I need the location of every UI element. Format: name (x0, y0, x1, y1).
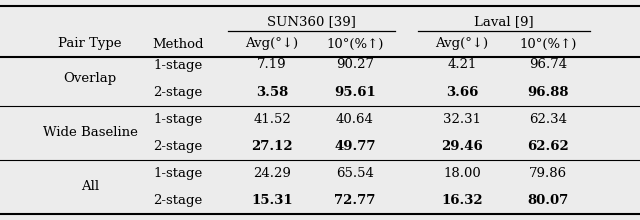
Text: 96.88: 96.88 (527, 86, 569, 99)
Text: Avg(°↓): Avg(°↓) (245, 37, 299, 51)
Text: 16.32: 16.32 (441, 194, 483, 207)
Text: Avg(°↓): Avg(°↓) (435, 37, 488, 51)
Text: 32.31: 32.31 (443, 112, 481, 125)
Text: 62.34: 62.34 (529, 112, 567, 125)
Text: 10°(%↑): 10°(%↑) (519, 37, 577, 51)
Text: 79.86: 79.86 (529, 167, 567, 180)
Text: 2-stage: 2-stage (154, 194, 203, 207)
Text: 2-stage: 2-stage (154, 86, 203, 99)
Text: 49.77: 49.77 (334, 139, 376, 152)
Text: 40.64: 40.64 (336, 112, 374, 125)
Text: 41.52: 41.52 (253, 112, 291, 125)
Text: 18.00: 18.00 (443, 167, 481, 180)
Text: 96.74: 96.74 (529, 59, 567, 72)
Text: All: All (81, 180, 99, 193)
Text: Overlap: Overlap (63, 72, 116, 85)
Text: 72.77: 72.77 (334, 194, 376, 207)
Text: 10°(%↑): 10°(%↑) (326, 37, 384, 51)
Text: 24.29: 24.29 (253, 167, 291, 180)
Text: 1-stage: 1-stage (154, 112, 203, 125)
Text: SUN360 [39]: SUN360 [39] (267, 15, 356, 29)
Text: 1-stage: 1-stage (154, 167, 203, 180)
Text: Pair Type: Pair Type (58, 37, 122, 51)
Text: 62.62: 62.62 (527, 139, 569, 152)
Text: 7.19: 7.19 (257, 59, 287, 72)
Text: 29.46: 29.46 (441, 139, 483, 152)
Text: 90.27: 90.27 (336, 59, 374, 72)
Text: 3.66: 3.66 (446, 86, 478, 99)
Text: 27.12: 27.12 (251, 139, 293, 152)
Text: 95.61: 95.61 (334, 86, 376, 99)
Text: 15.31: 15.31 (251, 194, 293, 207)
Text: Laval [9]: Laval [9] (474, 15, 534, 29)
Text: 80.07: 80.07 (527, 194, 568, 207)
Text: 3.58: 3.58 (256, 86, 288, 99)
Text: 65.54: 65.54 (336, 167, 374, 180)
Text: 4.21: 4.21 (447, 59, 477, 72)
Text: Method: Method (152, 37, 204, 51)
Text: 2-stage: 2-stage (154, 139, 203, 152)
Text: 1-stage: 1-stage (154, 59, 203, 72)
Text: Wide Baseline: Wide Baseline (43, 126, 138, 139)
